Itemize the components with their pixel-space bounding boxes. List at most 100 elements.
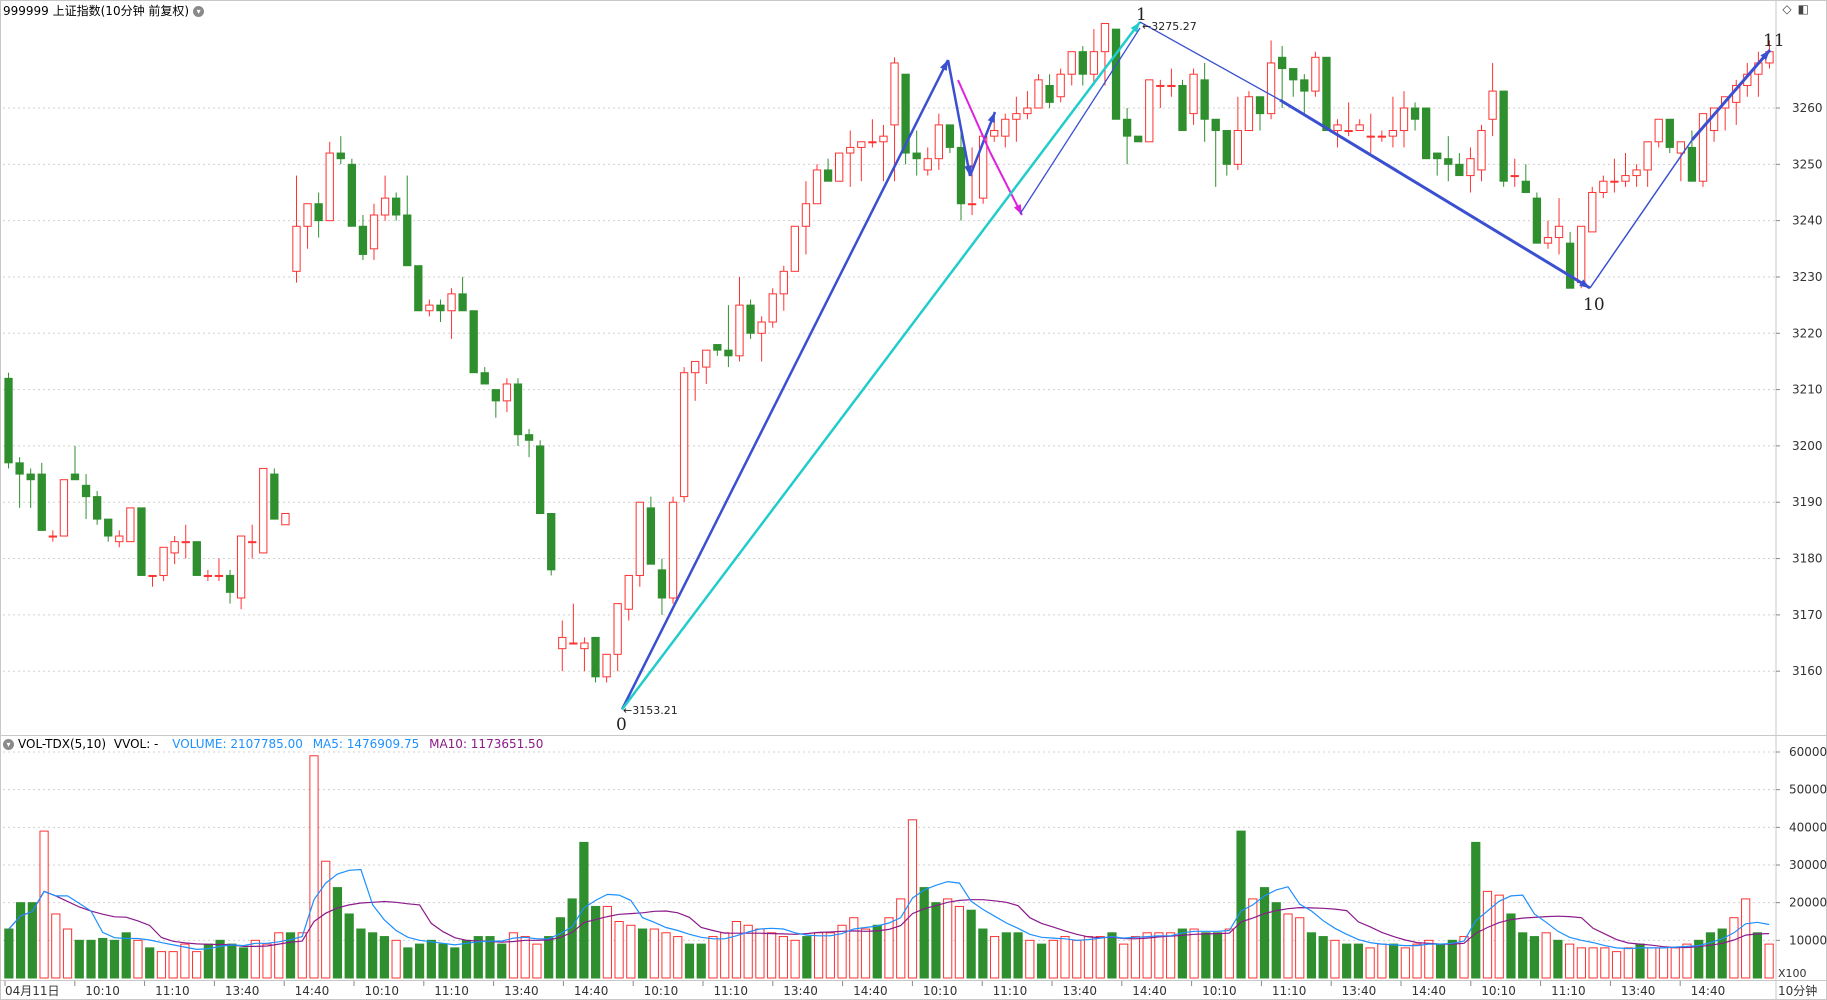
wave-line-up bbox=[1019, 27, 1141, 215]
chevron-down-icon[interactable]: ▾ bbox=[3, 739, 14, 750]
candle bbox=[535, 440, 545, 515]
candle bbox=[281, 513, 290, 526]
candle-body bbox=[369, 214, 379, 250]
volume-bar bbox=[544, 936, 554, 979]
candle-body bbox=[1698, 113, 1708, 182]
candle bbox=[248, 524, 257, 559]
candle-body bbox=[1632, 169, 1641, 177]
candle bbox=[812, 164, 822, 205]
candle-body bbox=[1311, 56, 1320, 92]
volume-bar bbox=[684, 943, 695, 979]
candle bbox=[1189, 68, 1198, 125]
volume-bars[interactable] bbox=[4, 755, 1774, 979]
candle-body bbox=[37, 473, 46, 531]
time-tick-label: 11:10 bbox=[155, 984, 190, 998]
volume-bar bbox=[1060, 936, 1070, 979]
candle bbox=[602, 653, 611, 683]
candle bbox=[1266, 40, 1276, 120]
ma10-line bbox=[8, 890, 1770, 949]
candle-body bbox=[214, 574, 224, 577]
volume-tick-label: 10000 bbox=[1789, 933, 1827, 947]
candle-body bbox=[1444, 158, 1453, 165]
candle bbox=[214, 558, 224, 582]
volume-bar bbox=[192, 951, 202, 979]
volume-bar bbox=[145, 947, 155, 979]
volume-bar bbox=[860, 928, 871, 979]
candle bbox=[70, 445, 80, 481]
candle bbox=[613, 603, 622, 672]
volume-bar bbox=[591, 905, 601, 979]
chevron-down-icon[interactable]: ▾ bbox=[193, 6, 205, 17]
volume-bar bbox=[356, 928, 366, 979]
volume-bar bbox=[1670, 947, 1680, 979]
candle-body bbox=[668, 501, 678, 599]
candle bbox=[735, 276, 744, 362]
candle bbox=[1399, 91, 1409, 148]
candle bbox=[1577, 225, 1586, 289]
candle bbox=[857, 141, 866, 182]
time-tick-label: 11:10 bbox=[993, 984, 1028, 998]
time-tick-label: 13:40 bbox=[504, 984, 539, 998]
candle bbox=[159, 546, 168, 582]
volume-bar bbox=[74, 939, 84, 979]
candle bbox=[369, 203, 379, 261]
volume-bar bbox=[661, 932, 671, 979]
candle bbox=[890, 57, 899, 182]
volume-tick-label: 60000 bbox=[1789, 745, 1827, 759]
candle-body bbox=[181, 541, 190, 544]
candle bbox=[392, 192, 401, 221]
candle-body bbox=[236, 535, 246, 599]
candle bbox=[702, 349, 711, 384]
volume-bar bbox=[802, 936, 812, 979]
chart-title[interactable]: 999999 上证指数(10分钟 前复权) ▾ bbox=[3, 2, 205, 19]
volume-bar bbox=[215, 939, 225, 979]
candle-body bbox=[447, 293, 456, 312]
diamond-icon[interactable]: ◇ bbox=[1782, 2, 1792, 16]
candle-body bbox=[790, 225, 800, 272]
candle bbox=[447, 288, 456, 339]
candle-body bbox=[1388, 130, 1398, 137]
candle bbox=[347, 158, 357, 227]
candle-body bbox=[436, 304, 445, 312]
wave-line-10-11 bbox=[1589, 139, 1693, 289]
volume-bar bbox=[1682, 943, 1692, 979]
candle-body bbox=[1100, 23, 1110, 53]
candle-body bbox=[835, 152, 844, 182]
candle bbox=[1355, 119, 1364, 132]
panel-toggle-icon[interactable]: ◧ bbox=[1797, 2, 1809, 16]
volume-bar bbox=[1212, 932, 1223, 979]
volume-bar bbox=[1729, 917, 1739, 979]
candle bbox=[569, 603, 578, 645]
volume-bar bbox=[1447, 939, 1457, 979]
volume-bar bbox=[1142, 932, 1152, 979]
candle bbox=[835, 152, 844, 182]
volume-bar bbox=[15, 902, 26, 979]
candle-body bbox=[901, 73, 910, 154]
chart-title-text: 999999 上证指数(10分钟 前复权) bbox=[3, 4, 190, 18]
candle-body bbox=[303, 203, 312, 227]
candlestick-series[interactable] bbox=[4, 23, 1774, 683]
volume-indicator-name[interactable]: VOL-TDX(5,10) bbox=[18, 737, 107, 751]
candle-body bbox=[945, 124, 955, 148]
candle-body bbox=[1134, 135, 1143, 143]
candle bbox=[192, 541, 201, 576]
candle-body bbox=[613, 603, 622, 655]
candle-body bbox=[137, 507, 146, 576]
time-tick-label: 11:10 bbox=[1551, 984, 1586, 998]
price-tick-label: 3180 bbox=[1792, 552, 1823, 566]
candle bbox=[1167, 68, 1176, 97]
candle-body bbox=[1211, 118, 1220, 132]
candle-body bbox=[26, 473, 35, 481]
candle bbox=[1554, 198, 1564, 255]
candle bbox=[1244, 91, 1254, 132]
candle bbox=[524, 429, 534, 458]
candle-body bbox=[1222, 130, 1231, 165]
time-tick-label: 13:40 bbox=[1621, 984, 1656, 998]
candle-body bbox=[1056, 73, 1065, 98]
candle bbox=[879, 124, 888, 182]
volume-bar bbox=[168, 951, 178, 979]
volume-bar bbox=[86, 939, 96, 979]
candle bbox=[547, 513, 556, 576]
candle bbox=[1211, 118, 1220, 187]
candle-body bbox=[1034, 79, 1043, 109]
